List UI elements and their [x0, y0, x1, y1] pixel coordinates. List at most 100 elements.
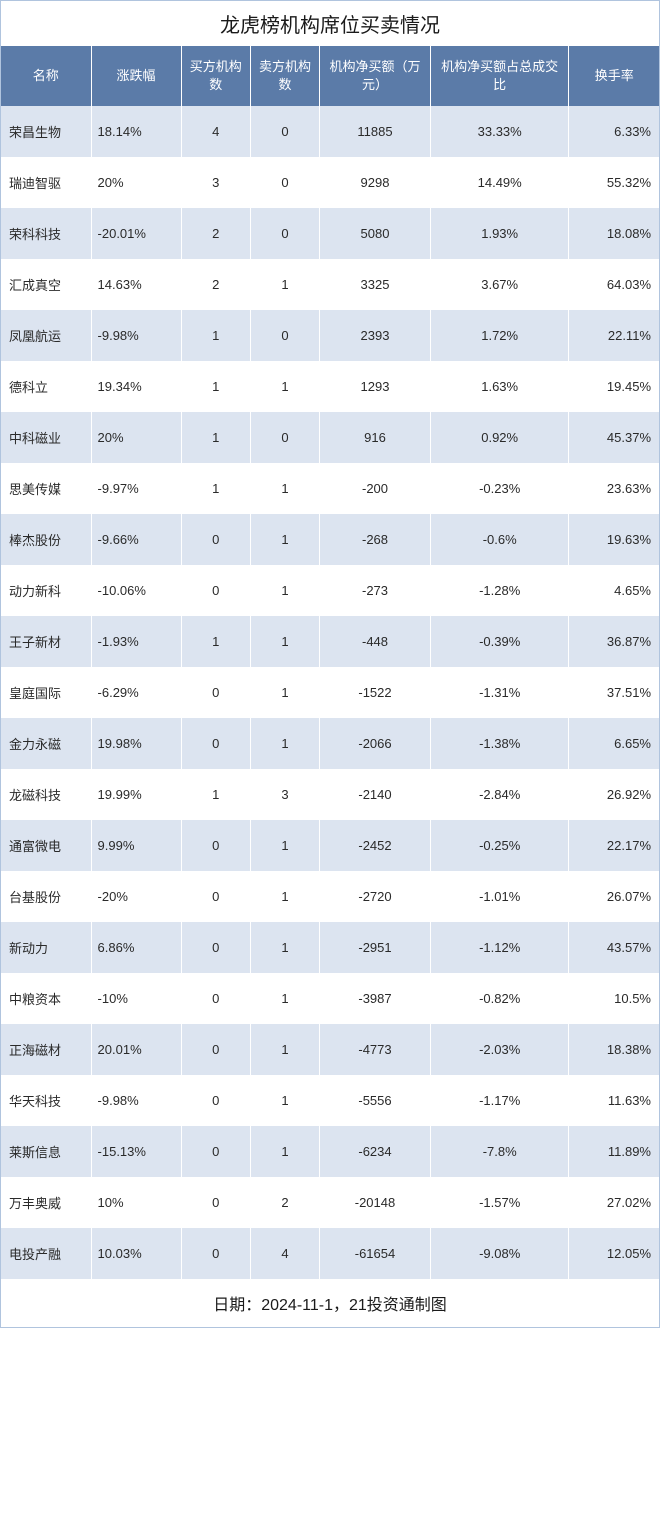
cell: 0	[181, 565, 250, 616]
cell: 1	[250, 361, 319, 412]
cell: 14.63%	[91, 259, 181, 310]
cell: 6.33%	[569, 106, 659, 157]
cell: -273	[320, 565, 431, 616]
cell: -1522	[320, 667, 431, 718]
cell: 26.07%	[569, 871, 659, 922]
cell: 12.05%	[569, 1228, 659, 1279]
table-row: 荣科科技-20.01%2050801.93%18.08%	[1, 208, 659, 259]
cell: 14.49%	[430, 157, 569, 208]
cell: -9.98%	[91, 310, 181, 361]
cell: 6.65%	[569, 718, 659, 769]
cell: 10.03%	[91, 1228, 181, 1279]
cell: 55.32%	[569, 157, 659, 208]
cell: 荣科科技	[1, 208, 91, 259]
table-row: 中科磁业20%109160.92%45.37%	[1, 412, 659, 463]
table-row: 汇成真空14.63%2133253.67%64.03%	[1, 259, 659, 310]
cell: 台基股份	[1, 871, 91, 922]
cell: 0	[181, 922, 250, 973]
cell: -2452	[320, 820, 431, 871]
table-row: 思美传媒-9.97%11-200-0.23%23.63%	[1, 463, 659, 514]
cell: -10.06%	[91, 565, 181, 616]
cell: -0.25%	[430, 820, 569, 871]
cell: 2	[250, 1177, 319, 1228]
table-row: 万丰奥威10%02-20148-1.57%27.02%	[1, 1177, 659, 1228]
table-row: 动力新科-10.06%01-273-1.28%4.65%	[1, 565, 659, 616]
cell: 11.63%	[569, 1075, 659, 1126]
cell: -9.97%	[91, 463, 181, 514]
cell: -5556	[320, 1075, 431, 1126]
cell: -1.01%	[430, 871, 569, 922]
cell: -2.84%	[430, 769, 569, 820]
cell: 0	[250, 310, 319, 361]
cell: 皇庭国际	[1, 667, 91, 718]
cell: 3	[181, 157, 250, 208]
cell: 1.72%	[430, 310, 569, 361]
cell: -9.98%	[91, 1075, 181, 1126]
cell: 33.33%	[430, 106, 569, 157]
cell: 9298	[320, 157, 431, 208]
cell: -2066	[320, 718, 431, 769]
cell: -0.6%	[430, 514, 569, 565]
cell: 20%	[91, 412, 181, 463]
cell: -4773	[320, 1024, 431, 1075]
cell: 中科磁业	[1, 412, 91, 463]
cell: 1	[250, 718, 319, 769]
cell: 电投产融	[1, 1228, 91, 1279]
cell: 27.02%	[569, 1177, 659, 1228]
cell: 23.63%	[569, 463, 659, 514]
cell: -20.01%	[91, 208, 181, 259]
cell: 动力新科	[1, 565, 91, 616]
cell: 0	[181, 514, 250, 565]
cell: -1.38%	[430, 718, 569, 769]
cell: 11.89%	[569, 1126, 659, 1177]
cell: 18.08%	[569, 208, 659, 259]
col-change: 涨跌幅	[91, 46, 181, 106]
cell: 华天科技	[1, 1075, 91, 1126]
cell: 新动力	[1, 922, 91, 973]
cell: 64.03%	[569, 259, 659, 310]
cell: 22.17%	[569, 820, 659, 871]
table-row: 台基股份-20%01-2720-1.01%26.07%	[1, 871, 659, 922]
col-net-buy: 机构净买额（万元）	[320, 46, 431, 106]
cell: 19.45%	[569, 361, 659, 412]
cell: 0	[181, 667, 250, 718]
col-name: 名称	[1, 46, 91, 106]
cell: 思美传媒	[1, 463, 91, 514]
cell: 4	[250, 1228, 319, 1279]
cell: 1	[250, 1075, 319, 1126]
cell: 0	[181, 871, 250, 922]
cell: 5080	[320, 208, 431, 259]
data-table: 名称 涨跌幅 买方机构数 卖方机构数 机构净买额（万元） 机构净买额占总成交比 …	[1, 46, 659, 1279]
cell: 43.57%	[569, 922, 659, 973]
cell: 22.11%	[569, 310, 659, 361]
cell: 1	[250, 463, 319, 514]
cell: 3325	[320, 259, 431, 310]
cell: 德科立	[1, 361, 91, 412]
cell: -15.13%	[91, 1126, 181, 1177]
table-row: 王子新材-1.93%11-448-0.39%36.87%	[1, 616, 659, 667]
cell: 45.37%	[569, 412, 659, 463]
cell: 0	[250, 106, 319, 157]
cell: 6.86%	[91, 922, 181, 973]
cell: 万丰奥威	[1, 1177, 91, 1228]
table-row: 皇庭国际-6.29%01-1522-1.31%37.51%	[1, 667, 659, 718]
table-row: 华天科技-9.98%01-5556-1.17%11.63%	[1, 1075, 659, 1126]
table-row: 中粮资本-10%01-3987-0.82%10.5%	[1, 973, 659, 1024]
cell: 龙磁科技	[1, 769, 91, 820]
cell: 1	[181, 769, 250, 820]
table-row: 棒杰股份-9.66%01-268-0.6%19.63%	[1, 514, 659, 565]
cell: 916	[320, 412, 431, 463]
table-row: 凤凰航运-9.98%1023931.72%22.11%	[1, 310, 659, 361]
table-row: 正海磁材20.01%01-4773-2.03%18.38%	[1, 1024, 659, 1075]
cell: 36.87%	[569, 616, 659, 667]
cell: 0	[181, 1075, 250, 1126]
cell: 0	[181, 718, 250, 769]
cell: -2951	[320, 922, 431, 973]
cell: 1	[181, 616, 250, 667]
cell: 0	[181, 1126, 250, 1177]
cell: -1.17%	[430, 1075, 569, 1126]
cell: -61654	[320, 1228, 431, 1279]
cell: -268	[320, 514, 431, 565]
cell: 2	[181, 259, 250, 310]
cell: 荣昌生物	[1, 106, 91, 157]
